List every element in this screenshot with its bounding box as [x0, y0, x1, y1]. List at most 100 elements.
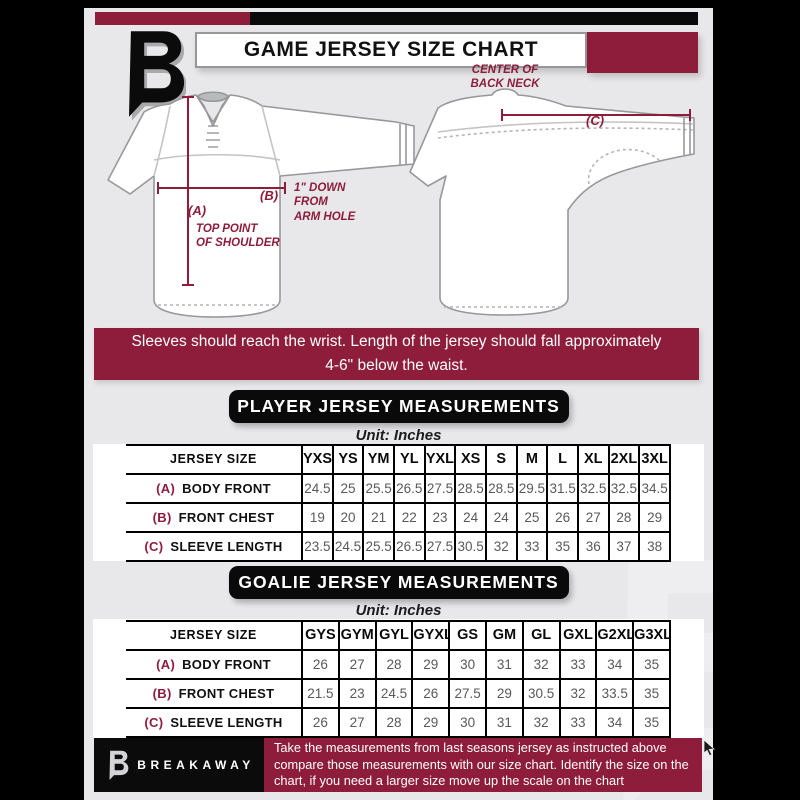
measurement-value: 24 [454, 502, 486, 532]
size-column-header: L [546, 444, 578, 474]
measurement-value: 28.5 [454, 473, 486, 503]
label-a-key: (A) [188, 203, 207, 218]
measurement-value: 34 [595, 707, 634, 737]
footer-instructions-text: Take the measurements from last seasons … [274, 740, 689, 789]
measurement-value: 38 [638, 531, 671, 561]
measurement-value: 26 [411, 678, 450, 708]
player-table-panel: JERSEY SIZE YXS YS YM YL YXL XS S M L XL 2XL 3XL (A) B… [93, 443, 704, 562]
size-column-header: G2XL [595, 620, 634, 650]
measurement-value: 25.5 [362, 531, 394, 561]
player-measurements-table: JERSEY SIZE YXS YS YM YL YXL XS S M L XL 2XL 3XL (A) B… [126, 443, 671, 562]
footer-brand-name: BREAKAWAY [137, 758, 255, 772]
measurement-value: 19 [301, 502, 333, 532]
measure-key: (B) [152, 685, 172, 701]
measurement-value: 24.5 [301, 473, 333, 503]
fit-note-banner: Sleeves should reach the wrist. Length o… [94, 328, 699, 380]
measurement-value: 24.5 [374, 678, 413, 708]
measurement-value: 31 [484, 707, 523, 737]
size-column-header: GYXL [411, 620, 450, 650]
measurement-value: 35 [632, 707, 671, 737]
measure-name: BODY FRONT [182, 480, 271, 496]
size-header-row: JERSEY SIZE YXS YS YM YL YXL XS S M L XL 2XL 3XL [126, 444, 671, 474]
measurement-value: 26 [301, 707, 339, 737]
size-column-header: YXL [423, 444, 456, 474]
jersey-diagram: (A) TOP POINT OF SHOULDER (B) 1" DOWN FR… [84, 60, 713, 332]
measurement-value: 26.5 [392, 531, 425, 561]
player-unit-label: Unit: Inches [355, 427, 442, 444]
measurement-value: 34.5 [638, 473, 671, 503]
footer-brand-box: BREAKAWAY [94, 738, 264, 792]
measurement-value: 36 [576, 531, 609, 561]
measurement-value: 32 [558, 678, 597, 708]
row-label: (B) FRONT CHEST [126, 503, 302, 532]
measurement-value: 29 [411, 707, 450, 737]
size-column-header: S [484, 444, 517, 474]
front-jersey-drawing [107, 91, 415, 318]
measurement-value: 28 [374, 707, 413, 737]
measurement-value: 33 [558, 707, 597, 737]
measure-name: FRONT CHEST [178, 509, 275, 525]
fit-note-text: Sleeves should reach the wrist. Length o… [131, 332, 662, 374]
measurement-value: 26 [301, 649, 339, 679]
measurement-value: 27.5 [423, 473, 456, 503]
breakaway-logo-icon [129, 31, 186, 121]
goalie-measurements-table: JERSEY SIZE GYS GYM GYL GYXL GS GM GL GXL G2XL G3X… [126, 619, 671, 738]
breakaway-logo-small-icon [109, 750, 129, 780]
goalie-table-panel: JERSEY SIZE GYS GYM GYL GYXL GS GM GL GXL G2XL G3X… [93, 619, 704, 738]
measure-name: SLEEVE LENGTH [170, 714, 283, 730]
measurement-value: 29.5 [515, 473, 548, 503]
measurement-value: 28.5 [484, 473, 517, 503]
measure-name: SLEEVE LENGTH [170, 538, 283, 554]
measurement-value: 24.5 [331, 531, 364, 561]
size-column-header: GXL [558, 620, 597, 650]
measurement-value: 25 [331, 473, 364, 503]
size-column-header: GYS [301, 620, 339, 650]
goalie-section-title: GOALIE JERSEY MEASUREMENTS [228, 566, 569, 599]
measure-name: BODY FRONT [182, 656, 271, 672]
measurement-value: 24 [484, 502, 517, 532]
measurement-value: 32 [521, 707, 560, 737]
measurement-value: 25 [515, 502, 548, 532]
page-title: GAME JERSEY SIZE CHART [195, 32, 587, 68]
label-c-key: (C) [586, 113, 605, 128]
size-column-header: GYL [374, 620, 413, 650]
measurement-line-b [157, 182, 286, 194]
measurement-row: (C) SLEEVE LENGTH 23.5 24.5 25.5 26.5 27.5 30.5… [126, 531, 671, 561]
measurement-row: (B) FRONT CHEST 19 20 21 22 23 24 24 25 26 27 28 29 [126, 502, 671, 532]
size-column-header: M [515, 444, 548, 474]
size-column-header: G3XL [632, 620, 671, 650]
size-column-header: GYM [337, 620, 376, 650]
measurement-value: 21.5 [301, 678, 339, 708]
measurement-value: 32 [521, 649, 560, 679]
row-label: (A) BODY FRONT [126, 650, 302, 679]
size-column-header: GL [521, 620, 560, 650]
measurement-value: 28 [607, 502, 640, 532]
measure-key: (C) [144, 714, 164, 730]
measurement-row: (B) FRONT CHEST 21.5 23 24.5 26 27.5 29 30.5 32 33… [126, 678, 671, 708]
measurement-row: (A) BODY FRONT 24.5 25 25.5 26.5 27.5 28.5 28.5 2… [126, 473, 671, 503]
measurement-value: 28 [374, 649, 413, 679]
row-label: (C) SLEEVE LENGTH [126, 708, 302, 737]
size-column-header: YXS [301, 444, 333, 474]
size-header-row: JERSEY SIZE GYS GYM GYL GYXL GS GM GL GXL G2XL G3X… [126, 620, 671, 650]
measurement-line-c [501, 109, 691, 121]
measurement-value: 29 [411, 649, 450, 679]
measurement-value: 32.5 [576, 473, 609, 503]
footer: BREAKAWAY Take the measurements from las… [94, 738, 702, 792]
measurement-value: 25.5 [362, 473, 394, 503]
jersey-diagram-canvas [107, 88, 695, 318]
measurement-value: 35 [632, 649, 671, 679]
size-column-header: YL [392, 444, 425, 474]
measurement-value: 22 [392, 502, 425, 532]
label-b-caption: 1" DOWN FROM ARM HOLE [294, 182, 356, 223]
measurement-value: 27 [576, 502, 609, 532]
size-column-header: XS [454, 444, 486, 474]
measurement-value: 30.5 [454, 531, 486, 561]
player-section-title: PLAYER JERSEY MEASUREMENTS [228, 390, 569, 423]
label-c-caption: CENTER OF BACK NECK [470, 64, 540, 91]
measurement-value: 27 [337, 707, 376, 737]
measure-key: (B) [152, 509, 172, 525]
row-label: (C) SLEEVE LENGTH [126, 532, 302, 561]
size-column-header: GS [448, 620, 486, 650]
measure-name: FRONT CHEST [178, 685, 275, 701]
